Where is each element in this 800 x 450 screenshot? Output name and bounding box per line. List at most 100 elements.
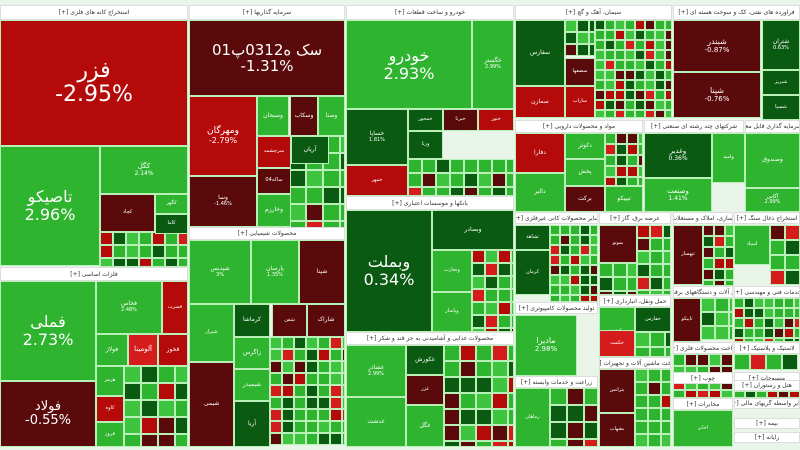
stock-tile-small[interactable] [661, 408, 671, 421]
stock-tile-small[interactable] [665, 100, 672, 110]
stock-tile[interactable]: غزر [406, 375, 444, 405]
stock-tile-small[interactable] [701, 326, 715, 340]
stock-tile-small[interactable] [289, 170, 306, 187]
stock-tile-small[interactable] [175, 383, 188, 400]
stock-tile-small[interactable] [560, 225, 570, 235]
stock-tile-small[interactable] [637, 277, 650, 290]
stock-tile[interactable]: پخش [565, 159, 605, 186]
stock-tile-small[interactable] [492, 393, 508, 409]
stock-tile-small[interactable] [485, 263, 498, 276]
stock-tile-small[interactable] [306, 361, 318, 373]
stock-tile-small[interactable] [714, 247, 725, 258]
stock-tile-small[interactable] [464, 173, 478, 187]
stock-tile[interactable]: ثبهساز [673, 225, 703, 285]
stock-tile-small[interactable] [605, 133, 616, 144]
stock-tile-small[interactable] [650, 290, 663, 295]
sector-header[interactable]: انبوه سازی، املاک و مستغلات [+] [673, 212, 733, 224]
stock-tile-small[interactable] [734, 338, 744, 342]
stock-tile-small[interactable] [665, 110, 672, 118]
stock-tile-small[interactable] [492, 425, 508, 441]
stock-tile-small[interactable] [306, 373, 318, 385]
stock-tile[interactable]: خگستر 2.99% [472, 20, 514, 109]
stock-tile-small[interactable] [744, 318, 754, 328]
stock-tile-small[interactable] [605, 155, 616, 166]
stock-tile-small[interactable] [340, 136, 345, 153]
stock-tile-small[interactable] [282, 385, 294, 397]
stock-tile-small[interactable] [663, 277, 671, 290]
stock-tile-small[interactable] [289, 187, 306, 204]
stock-tile-small[interactable] [492, 441, 508, 447]
stock-tile[interactable]: تاپیکو [673, 298, 701, 342]
stock-tile-small[interactable] [794, 328, 800, 338]
stock-tile-small[interactable] [764, 338, 774, 342]
stock-tile-small[interactable] [605, 166, 616, 177]
stock-tile-small[interactable] [754, 328, 764, 338]
stock-tile[interactable]: وسا -1.46% [189, 176, 257, 227]
stock-tile-small[interactable] [638, 144, 643, 155]
stock-tile[interactable]: فخاس 2.48% [96, 281, 162, 334]
stock-tile-small[interactable] [498, 328, 511, 332]
stock-tile-small[interactable] [605, 177, 616, 186]
stock-tile-small[interactable] [635, 332, 650, 347]
stock-tile-small[interactable] [595, 110, 605, 118]
stock-tile-small[interactable] [665, 60, 672, 70]
stock-tile-small[interactable] [595, 60, 605, 70]
stock-tile-small[interactable] [485, 302, 498, 315]
stock-tile-small[interactable] [124, 400, 141, 417]
stock-tile-small[interactable] [124, 366, 141, 383]
sector-header[interactable]: فلزات اساسی [+] [0, 267, 188, 281]
stock-tile[interactable]: شتران 0.63% [762, 20, 800, 70]
stock-tile-small[interactable] [422, 173, 436, 187]
stock-tile-small[interactable] [270, 337, 282, 349]
stock-tile-small[interactable] [715, 312, 729, 326]
stock-tile-small[interactable] [158, 383, 175, 400]
sector-header[interactable]: هتل و رستوران [+] [734, 380, 800, 391]
stock-tile-small[interactable] [616, 133, 627, 144]
stock-tile-small[interactable] [661, 434, 671, 447]
stock-tile[interactable]: برکت [565, 186, 605, 212]
stock-tile-small[interactable] [175, 366, 188, 383]
stock-tile-small[interactable] [460, 409, 476, 425]
stock-tile-small[interactable] [590, 295, 598, 302]
stock-tile-small[interactable] [627, 263, 637, 277]
stock-tile-small[interactable] [485, 289, 498, 302]
stock-tile-small[interactable] [485, 328, 498, 332]
stock-tile[interactable]: غدشت [346, 397, 406, 447]
stock-tile-small[interactable] [613, 263, 627, 277]
stock-tile-small[interactable] [422, 159, 436, 173]
stock-tile-small[interactable] [511, 276, 514, 289]
stock-tile-small[interactable] [734, 308, 744, 318]
stock-tile-small[interactable] [476, 377, 492, 393]
stock-tile-small[interactable] [511, 328, 514, 332]
stock-tile-small[interactable] [729, 326, 733, 340]
stock-tile-small[interactable] [605, 20, 615, 30]
stock-tile-small[interactable] [635, 30, 645, 40]
stock-tile[interactable]: حکمت [599, 330, 635, 357]
stock-tile-small[interactable] [444, 393, 460, 409]
stock-tile-small[interactable] [282, 373, 294, 385]
stock-tile[interactable]: وبملت 0.34% [346, 210, 432, 332]
stock-tile-small[interactable] [794, 308, 800, 318]
stock-tile-small[interactable] [282, 421, 294, 433]
stock-tile[interactable]: شپدیس 3% [189, 240, 251, 304]
stock-tile[interactable]: تیپیکو [605, 186, 643, 212]
stock-tile-small[interactable] [498, 302, 511, 315]
stock-tile-small[interactable] [635, 50, 645, 60]
stock-tile-small[interactable] [498, 289, 511, 302]
stock-tile-small[interactable] [175, 417, 188, 434]
stock-tile-small[interactable] [645, 70, 655, 80]
stock-tile-small[interactable] [650, 264, 663, 277]
stock-tile-small[interactable] [744, 308, 754, 318]
stock-tile-small[interactable] [139, 232, 152, 245]
stock-tile-small[interactable] [784, 318, 794, 328]
stock-tile-small[interactable] [318, 421, 330, 433]
stock-tile-small[interactable] [595, 100, 605, 110]
stock-tile[interactable]: ساراب [565, 86, 595, 118]
stock-tile-small[interactable] [270, 397, 282, 409]
stock-tile-small[interactable] [550, 422, 567, 439]
stock-tile-small[interactable] [635, 110, 645, 118]
stock-tile[interactable]: ثشاهد [515, 225, 550, 250]
stock-tile-small[interactable] [580, 295, 590, 302]
stock-tile-small[interactable] [178, 245, 188, 258]
stock-tile-small[interactable] [460, 345, 476, 361]
